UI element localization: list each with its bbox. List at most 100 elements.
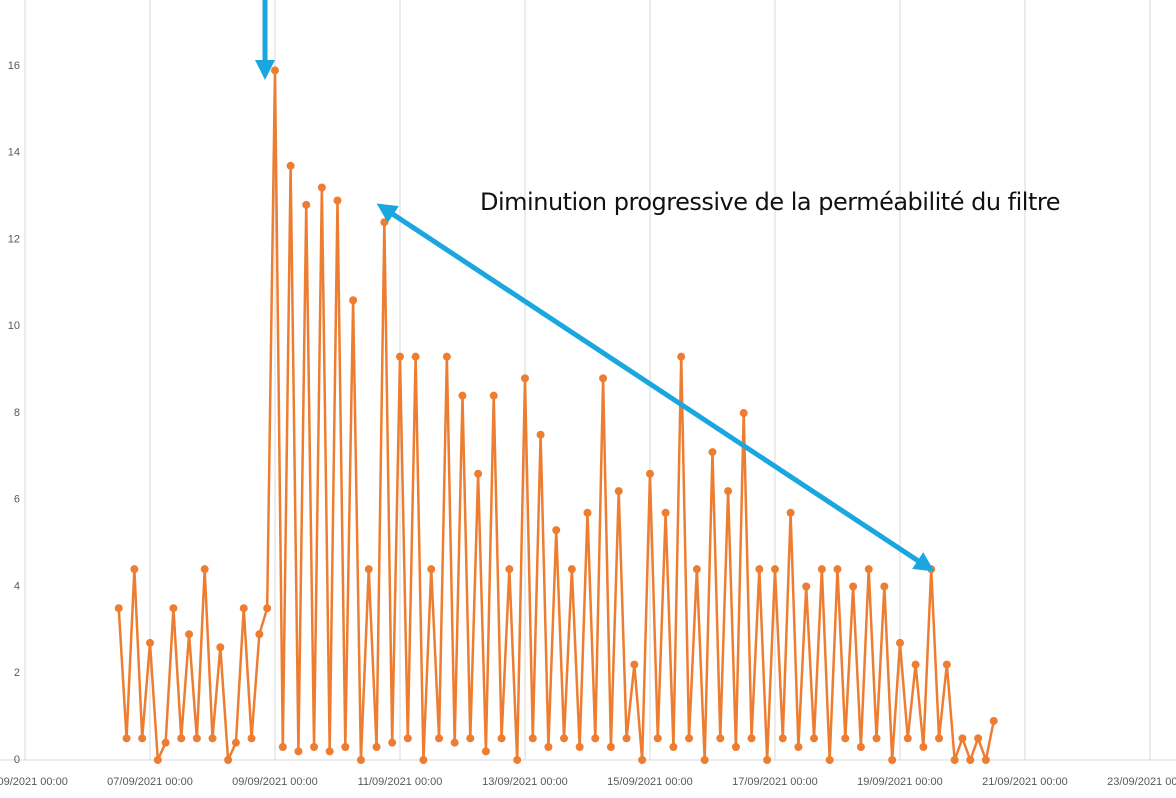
data-point xyxy=(849,582,858,591)
data-point xyxy=(888,756,897,764)
data-point xyxy=(388,738,397,747)
y-tick-label: 2 xyxy=(14,667,20,679)
data-point xyxy=(989,716,998,725)
data-point xyxy=(372,742,381,751)
data-point xyxy=(981,756,990,764)
data-point xyxy=(599,374,608,383)
data-point xyxy=(817,565,826,574)
x-tick-label: 23/09/2021 00:00 xyxy=(1107,776,1176,788)
data-point xyxy=(294,747,303,756)
data-point xyxy=(403,734,412,743)
data-point xyxy=(677,352,686,361)
data-point xyxy=(153,756,162,764)
data-point xyxy=(755,565,764,574)
data-point xyxy=(841,734,850,743)
data-point xyxy=(200,565,209,574)
data-point xyxy=(653,734,662,743)
data-point xyxy=(692,565,701,574)
data-point xyxy=(903,734,912,743)
data-point xyxy=(661,508,670,517)
x-tick-label: 09/09/2021 00:00 xyxy=(232,776,318,788)
data-point xyxy=(208,734,217,743)
data-point xyxy=(130,565,139,574)
data-point xyxy=(395,352,404,361)
data-point xyxy=(341,742,350,751)
data-point xyxy=(872,734,881,743)
y-tick-label: 4 xyxy=(14,580,20,592)
data-point xyxy=(302,200,311,209)
data-point xyxy=(145,638,154,647)
data-point xyxy=(513,756,522,764)
x-tick-label: 19/09/2021 00:00 xyxy=(857,776,943,788)
data-point xyxy=(552,526,561,535)
data-point xyxy=(427,565,436,574)
data-point xyxy=(825,756,834,764)
data-point xyxy=(685,734,694,743)
data-point xyxy=(505,565,514,574)
data-point xyxy=(263,604,272,613)
data-point xyxy=(708,448,717,457)
data-point xyxy=(630,660,639,669)
data-point xyxy=(138,734,147,743)
data-point xyxy=(927,565,936,574)
data-point xyxy=(911,660,920,669)
data-point xyxy=(192,734,201,743)
data-point xyxy=(950,756,959,764)
data-point xyxy=(466,734,475,743)
data-point xyxy=(622,734,631,743)
data-point xyxy=(966,756,975,764)
data-point xyxy=(567,565,576,574)
data-point xyxy=(528,734,537,743)
data-point xyxy=(458,391,467,400)
x-tick-label: 05/09/2021 00:00 xyxy=(0,776,68,788)
data-point xyxy=(356,756,365,764)
data-point xyxy=(958,734,967,743)
data-point xyxy=(177,734,186,743)
x-tick-label: 17/09/2021 00:00 xyxy=(732,776,818,788)
data-point xyxy=(786,508,795,517)
annotation: Diminution progressive de la perméabilit… xyxy=(480,188,1060,216)
data-point xyxy=(544,742,553,751)
data-point xyxy=(810,734,819,743)
data-point xyxy=(583,508,592,517)
data-line xyxy=(117,70,995,765)
data-point xyxy=(497,734,506,743)
data-point xyxy=(536,430,545,439)
data-point xyxy=(239,604,248,613)
data-point xyxy=(435,734,444,743)
x-tick-label: 21/09/2021 00:00 xyxy=(982,776,1068,788)
data-point xyxy=(325,747,334,756)
data-point xyxy=(161,738,170,747)
data-point xyxy=(942,660,951,669)
data-point xyxy=(645,469,654,478)
data-point xyxy=(880,582,889,591)
y-tick-label: 12 xyxy=(8,233,20,245)
data-point xyxy=(591,734,600,743)
data-point xyxy=(794,742,803,751)
data-point xyxy=(349,296,358,305)
data-point xyxy=(185,630,194,639)
data-point xyxy=(450,738,459,747)
data-point xyxy=(481,747,490,756)
y-tick-label: 16 xyxy=(8,60,20,72)
data-point xyxy=(216,643,225,652)
data-point xyxy=(310,742,319,751)
data-point xyxy=(614,487,623,496)
data-point xyxy=(380,218,389,227)
data-point xyxy=(474,469,483,478)
data-point xyxy=(802,582,811,591)
data-point xyxy=(560,734,569,743)
data-point xyxy=(278,742,287,751)
data-point xyxy=(669,742,678,751)
data-point xyxy=(864,565,873,574)
x-tick-label: 11/09/2021 00:00 xyxy=(358,776,443,788)
data-point xyxy=(935,734,944,743)
y-tick-label: 6 xyxy=(14,494,20,506)
data-point xyxy=(638,756,647,764)
data-point xyxy=(419,756,428,764)
data-point xyxy=(411,352,420,361)
y-tick-label: 0 xyxy=(14,754,20,766)
data-point xyxy=(231,738,240,747)
data-point xyxy=(255,630,264,639)
